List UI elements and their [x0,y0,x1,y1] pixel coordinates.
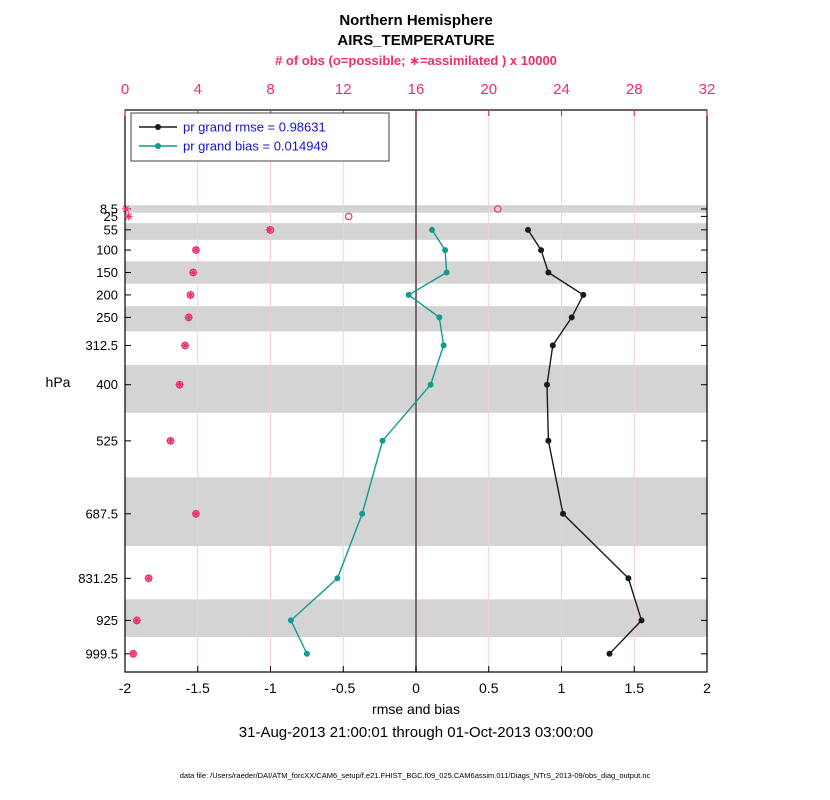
bias-point [287,617,294,624]
rmse-point [560,510,566,517]
rmse-point [549,342,556,349]
pressure-tick-label: 150 [96,265,118,280]
bias-line [290,229,448,655]
legend-rmse-marker [155,124,161,130]
bottom-tick-label: 1.5 [625,680,645,696]
bottom-tick-label: 1 [558,680,566,696]
bias-point [429,226,435,233]
possible-obs-marker [493,205,502,213]
rmse-point [538,247,545,254]
bias-point [443,269,450,276]
assimilated-obs-marker [121,204,130,213]
chart-title-variable: AIRS_TEMPERATURE [337,32,494,49]
bias-point [442,247,449,254]
rmse-line [527,229,643,655]
assimilated-obs-marker [124,212,133,221]
bottom-tick-label: 2 [703,680,711,696]
legend-rmse-label: pr grand rmse = 0.98631 [183,120,326,135]
top-tick-label: 24 [553,81,570,98]
pressure-tick-label: 687.5 [85,506,118,521]
pressure-tick-label: 55 [104,222,118,237]
pressure-tick-label: 200 [96,287,118,302]
top-tick-label: 0 [121,81,129,98]
assimilated-obs-marker [144,574,153,583]
top-axis-label: # of obs (o=possible; ∗=assimilated ) x … [275,53,557,68]
date-range-label: 31-Aug-2013 21:00:01 through 01-Oct-2013… [239,724,593,741]
chart-title-region: Northern Hemisphere [339,12,492,29]
bottom-tick-label: -1 [264,680,277,696]
assimilated-obs-marker [181,341,190,350]
x-axis-label: rmse and bias [372,701,460,717]
legend-bias-label: pr grand bias = 0.014949 [183,139,328,154]
rmse-point [625,575,632,582]
bias-point [405,291,412,298]
assimilated-obs-marker [129,649,138,658]
chart-layer: 0 4 8 12 16 20 24 28 32-2 -1.5 -1 -0.5 0 0.5 1 1.5 28.52… [78,81,715,696]
bias-point [440,342,447,349]
pressure-tick-label: 925 [96,613,118,628]
rmse-point [638,617,645,624]
assimilated-obs-marker [184,313,193,322]
pressure-tick-label: 999.5 [85,646,118,661]
top-tick-label: 20 [480,81,497,98]
bottom-tick-label: -1.5 [186,680,210,696]
pressure-tick-label: 8.5 [100,202,118,217]
bias-point [379,437,386,444]
top-tick-label: 12 [335,81,352,98]
rmse-point [525,226,531,233]
legend: pr grand rmse = 0.98631 pr grand bias = … [130,112,390,162]
top-tick-label: 8 [266,81,274,98]
bottom-tick-label: -0.5 [331,680,355,696]
pressure-tick-label: 100 [96,243,118,258]
possible-obs-marker [344,212,353,221]
rmse-point [568,314,575,321]
bias-point [427,381,434,388]
rmse-point [580,291,587,298]
assimilated-obs-marker [265,225,274,234]
top-tick-label: 16 [408,81,425,98]
pressure-tick-label: 312.5 [85,338,118,353]
assimilated-obs-marker [166,436,175,445]
assimilated-obs-marker [189,268,198,277]
top-tick-label: 4 [194,81,202,98]
y-axis-label: hPa [46,374,71,390]
assimilated-obs-marker [191,509,200,518]
rmse-point [545,269,552,276]
assimilated-obs-marker [132,616,141,625]
rmse-point [544,381,550,388]
pressure-tick-label: 831.25 [78,571,118,586]
top-tick-label: 28 [626,81,643,98]
legend-bias-marker [155,143,161,149]
bias-point [436,314,443,321]
assimilated-obs-marker [175,380,184,389]
legend-box [130,112,390,162]
rmse-point [606,650,613,657]
pressure-tick-label: 400 [96,377,118,392]
bias-point [334,575,341,582]
bottom-tick-label: 0.5 [479,680,499,696]
rmse-point [545,437,552,444]
pressure-tick-label: 25 [104,209,118,224]
assimilated-obs-marker [186,290,195,299]
bias-point [359,510,366,517]
bottom-tick-label: -2 [119,680,132,696]
bottom-tick-label: 0 [412,680,420,696]
pressure-tick-label: 250 [96,310,118,325]
data-file-note: data file: /Users/raeder/DAI/ATM_forcXX/… [180,771,651,780]
top-tick-label: 32 [699,81,716,98]
pressure-tick-label: 525 [96,433,118,448]
assimilated-obs-marker [191,246,200,255]
bias-point [303,650,310,657]
